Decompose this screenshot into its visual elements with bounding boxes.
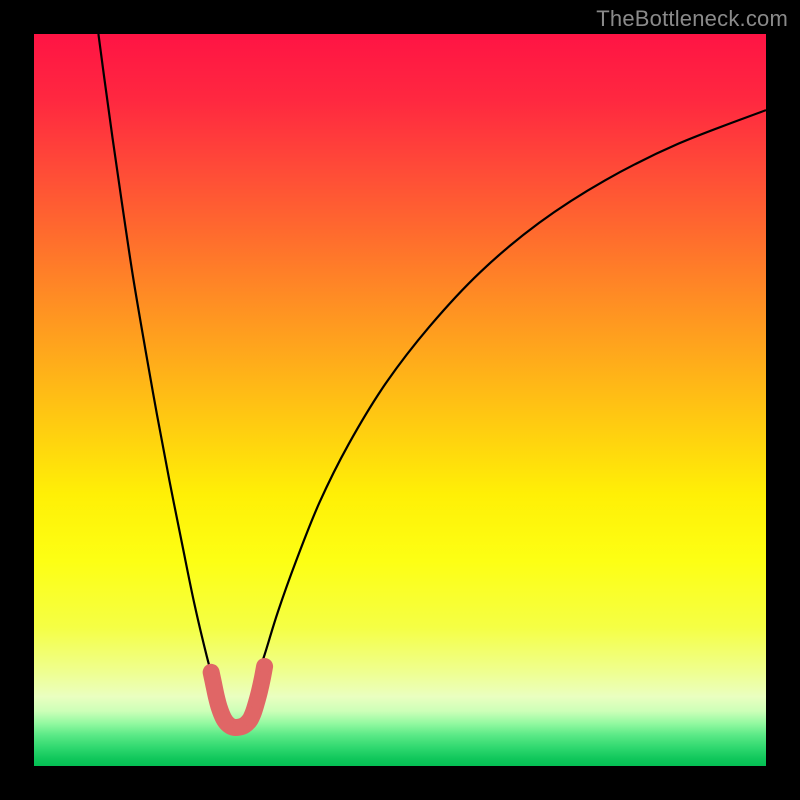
sweet-spot-marker	[250, 696, 263, 709]
plot-area	[34, 34, 766, 766]
sweet-spot-marker	[253, 685, 266, 698]
sweet-spot-marker	[258, 660, 271, 673]
sweet-spot-marker	[207, 676, 220, 689]
sweet-spot-marker	[210, 690, 223, 703]
gradient-background	[34, 34, 766, 766]
watermark-text: TheBottleneck.com	[596, 6, 788, 32]
sweet-spot-marker	[256, 672, 269, 685]
plot-svg	[34, 34, 766, 766]
stage: TheBottleneck.com	[0, 0, 800, 800]
